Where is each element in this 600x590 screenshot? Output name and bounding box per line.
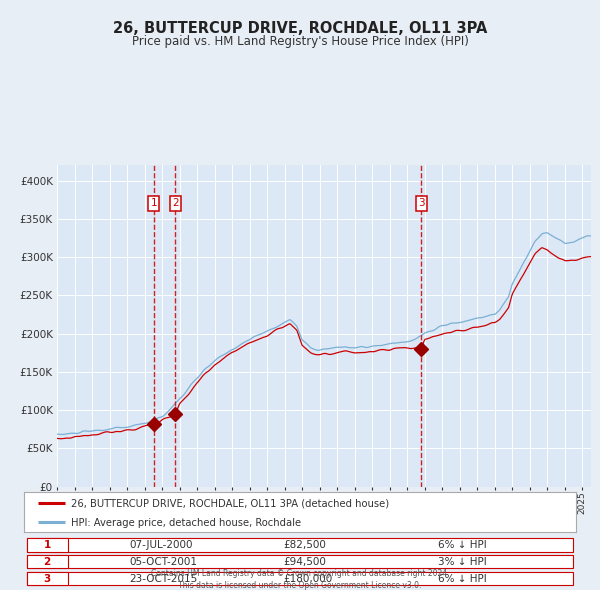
FancyBboxPatch shape (27, 572, 573, 585)
Text: 1: 1 (44, 540, 51, 550)
Text: 3% ↓ HPI: 3% ↓ HPI (438, 557, 487, 567)
Text: 26, BUTTERCUP DRIVE, ROCHDALE, OL11 3PA: 26, BUTTERCUP DRIVE, ROCHDALE, OL11 3PA (113, 21, 487, 35)
Text: 6% ↓ HPI: 6% ↓ HPI (438, 573, 487, 584)
Text: 05-OCT-2001: 05-OCT-2001 (129, 557, 197, 567)
FancyBboxPatch shape (27, 555, 68, 568)
FancyBboxPatch shape (27, 539, 68, 552)
Text: £180,000: £180,000 (283, 573, 332, 584)
Text: £94,500: £94,500 (283, 557, 326, 567)
Text: 6% ↓ HPI: 6% ↓ HPI (438, 540, 487, 550)
Text: 07-JUL-2000: 07-JUL-2000 (129, 540, 193, 550)
Text: 26, BUTTERCUP DRIVE, ROCHDALE, OL11 3PA (detached house): 26, BUTTERCUP DRIVE, ROCHDALE, OL11 3PA … (71, 499, 389, 509)
Text: £82,500: £82,500 (283, 540, 326, 550)
Text: 3: 3 (44, 573, 51, 584)
Text: HPI: Average price, detached house, Rochdale: HPI: Average price, detached house, Roch… (71, 517, 301, 527)
Text: 3: 3 (418, 198, 425, 208)
Text: 2: 2 (44, 557, 51, 567)
Text: 2: 2 (172, 198, 179, 208)
Text: Price paid vs. HM Land Registry's House Price Index (HPI): Price paid vs. HM Land Registry's House … (131, 35, 469, 48)
FancyBboxPatch shape (27, 555, 573, 568)
FancyBboxPatch shape (27, 539, 573, 552)
Text: Contains HM Land Registry data © Crown copyright and database right 2024.
This d: Contains HM Land Registry data © Crown c… (151, 569, 449, 590)
FancyBboxPatch shape (27, 572, 68, 585)
Text: 1: 1 (151, 198, 157, 208)
Text: 23-OCT-2015: 23-OCT-2015 (129, 573, 197, 584)
